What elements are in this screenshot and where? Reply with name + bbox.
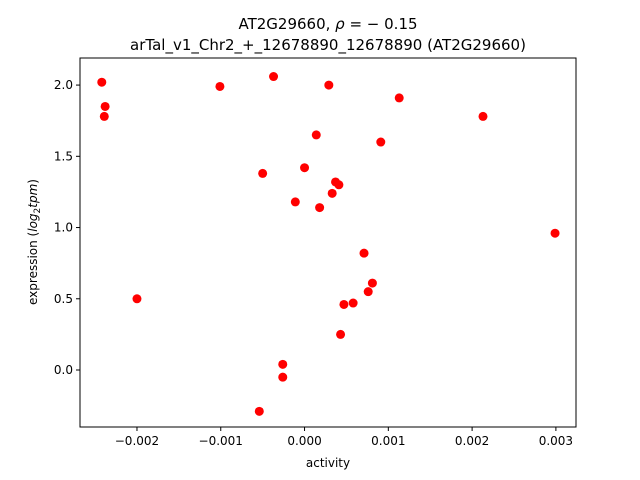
axes-frame (79, 57, 577, 428)
data-point-20 (348, 298, 358, 308)
data-point-10 (290, 197, 300, 207)
data-point-13 (315, 203, 325, 213)
x-axis-ticks: −0.002 −0.001 0.000 0.001 0.002 0.003 (115, 427, 573, 448)
x-tick-label-0: −0.002 (115, 434, 159, 448)
data-point-2 (99, 111, 109, 121)
data-point-7 (269, 72, 279, 82)
y-tick-label-0: 0.0 (54, 363, 73, 377)
data-point-6 (258, 168, 268, 178)
x-axis-label: activity (306, 456, 350, 470)
data-point-0 (97, 77, 107, 87)
x-tick-label-3: 0.001 (371, 434, 405, 448)
data-point-15 (327, 188, 337, 198)
y-axis-ticks: 0.0 0.5 1.0 1.5 2.0 (54, 78, 80, 377)
data-point-17 (334, 180, 344, 190)
data-point-27 (550, 228, 560, 238)
plot-area (79, 57, 577, 428)
x-tick-label-1: −0.001 (199, 434, 243, 448)
data-point-22 (363, 287, 373, 297)
data-point-19 (339, 299, 349, 309)
data-point-3 (132, 294, 142, 304)
data-point-8 (278, 359, 288, 369)
y-axis-label: expression (log2tpm) (26, 179, 43, 305)
data-point-11 (300, 163, 310, 173)
y-tick-label-1: 0.5 (54, 292, 73, 306)
y-tick-label-3: 1.5 (54, 149, 73, 163)
data-point-21 (359, 248, 369, 258)
chart-title-line1: AT2G29660, ρ = − 0.15 (238, 15, 417, 33)
data-point-1 (100, 101, 110, 111)
data-point-18 (336, 329, 346, 339)
y-tick-label-4: 2.0 (54, 78, 73, 92)
data-point-25 (394, 93, 404, 103)
chart-title-line2: arTal_v1_Chr2_+_12678890_12678890 (AT2G2… (130, 36, 526, 55)
y-tick-label-2: 1.0 (54, 221, 73, 235)
data-point-5 (254, 406, 264, 416)
data-points (97, 72, 560, 416)
data-point-9 (278, 372, 288, 382)
data-point-24 (376, 137, 386, 147)
x-tick-label-4: 0.002 (455, 434, 489, 448)
data-point-12 (311, 130, 321, 140)
x-tick-label-5: 0.003 (539, 434, 573, 448)
data-point-23 (367, 278, 377, 288)
data-point-4 (215, 81, 225, 91)
data-point-26 (478, 111, 488, 121)
data-point-14 (324, 80, 334, 90)
x-tick-label-2: 0.000 (287, 434, 321, 448)
